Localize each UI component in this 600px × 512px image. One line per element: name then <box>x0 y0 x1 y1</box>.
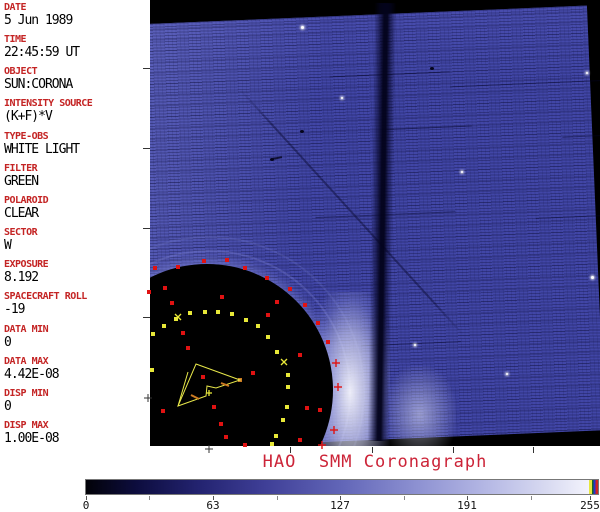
metadata-field-value: SUN:CORONA <box>4 77 73 93</box>
metadata-field: DISP MIN 0 <box>4 388 148 414</box>
metadata-field-value: 0 <box>4 398 12 414</box>
metadata-field-value: (K+F)*V <box>4 109 53 125</box>
metadata-field-label: DATA MIN <box>4 323 49 335</box>
metadata-field: FILTER GREEN <box>4 163 148 189</box>
metadata-field-label: SECTOR <box>4 227 38 239</box>
star-point <box>590 275 594 279</box>
metadata-field: POLAROID CLEAR <box>4 195 148 221</box>
colorbar-minor-tick <box>404 496 405 500</box>
metadata-field-label: FILTER <box>4 162 38 174</box>
left-axis-tick <box>143 148 150 149</box>
bottom-axis-tick <box>533 447 534 453</box>
metadata-field: DATE 5 Jun 1989 <box>4 2 148 28</box>
metadata-field: SECTOR W <box>4 227 148 253</box>
colorbar-tick-label: 191 <box>457 499 477 512</box>
scattered-light-glow <box>390 366 456 446</box>
dust-speck <box>270 158 274 161</box>
metadata-field-value: 5 Jun 1989 <box>4 13 73 28</box>
metadata-field-label: DISP MIN <box>4 387 49 399</box>
colorbar-major-tick <box>467 496 468 500</box>
metadata-field: SPACECRAFT ROLL -19 <box>4 291 148 317</box>
intensity-colorbar <box>85 479 599 495</box>
metadata-field: DATA MIN 0 <box>4 324 148 350</box>
left-axis-tick <box>143 68 150 69</box>
metadata-field: TYPE-OBS WHITE LIGHT <box>4 131 148 157</box>
metadata-field-value: -19 <box>4 302 25 318</box>
metadata-field-label: OBJECT <box>4 66 38 78</box>
metadata-field-value: CLEAR <box>4 205 39 221</box>
bottom-axis-tick <box>372 447 373 453</box>
metadata-field-label: EXPOSURE <box>4 259 49 271</box>
metadata-field-label: DISP MAX <box>4 419 49 431</box>
metadata-field: TIME 22:45:59 UT <box>4 34 148 60</box>
metadata-field-label: DATE <box>4 2 27 13</box>
colorbar-major-tick <box>213 496 214 500</box>
metadata-field-value: WHITE LIGHT <box>4 141 80 157</box>
metadata-field: EXPOSURE 8.192 <box>4 259 148 285</box>
metadata-field: DISP MAX 1.00E-08 <box>4 420 148 446</box>
metadata-field-value: 1.00E-08 <box>4 430 60 446</box>
colorbar-minor-tick <box>149 496 150 500</box>
coronagraph-image-panel <box>150 0 600 446</box>
metadata-field-label: DATA MAX <box>4 355 49 367</box>
metadata-field-value: 8.192 <box>4 270 39 286</box>
left-axis-tick <box>143 317 150 318</box>
colorbar-tick-label: 0 <box>82 499 90 512</box>
metadata-sidebar: DATE 5 Jun 1989 TIME 22:45:59 UT OBJECT SUN:C… <box>0 0 150 447</box>
dust-speck <box>300 130 304 133</box>
star-point <box>300 25 304 29</box>
metadata-field: DATA MAX 4.42E-08 <box>4 356 148 382</box>
colorbar-major-tick <box>86 496 87 500</box>
colorbar-tick-label: 127 <box>330 499 350 512</box>
metadata-field-label: TYPE-OBS <box>4 130 49 142</box>
metadata-field-label: SPACECRAFT ROLL <box>4 291 87 303</box>
colorbar-tick-label: 255 <box>580 499 600 512</box>
page-title: HAO SMM Coronagraph <box>262 452 488 472</box>
metadata-field: OBJECT SUN:CORONA <box>4 66 148 92</box>
metadata-field-value: 4.42E-08 <box>4 366 60 382</box>
colorbar-major-tick <box>340 496 341 500</box>
star-point <box>461 171 463 173</box>
colorbar-major-tick <box>590 496 591 500</box>
star-point <box>586 72 588 74</box>
bottom-axis-tick <box>290 447 291 453</box>
metadata-field-label: POLAROID <box>4 194 49 206</box>
metadata-field-label: INTENSITY SOURCE <box>4 98 93 110</box>
metadata-field-value: W <box>4 238 12 254</box>
metadata-field-value: GREEN <box>4 173 39 189</box>
star-point <box>414 344 416 346</box>
left-axis-tick <box>143 228 150 229</box>
colorbar-minor-tick <box>277 496 278 500</box>
bottom-axis-tick <box>453 447 454 453</box>
colorbar-tick-label: 63 <box>206 499 220 512</box>
colorbar-minor-tick <box>531 496 532 500</box>
dust-speck <box>430 67 434 70</box>
metadata-field-value: 0 <box>4 334 12 350</box>
metadata-field-label: TIME <box>4 34 27 46</box>
metadata-field: INTENSITY SOURCE (K+F)*V <box>4 98 148 124</box>
metadata-field-value: 22:45:59 UT <box>4 45 80 61</box>
star-point <box>341 97 343 99</box>
star-point <box>506 373 508 375</box>
